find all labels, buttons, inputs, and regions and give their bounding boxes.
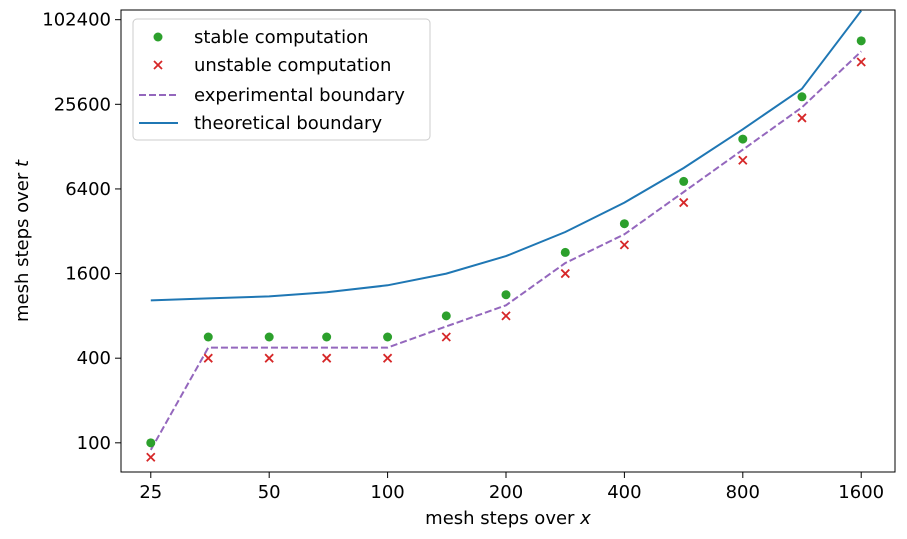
legend-label-stable: stable computation [194, 27, 369, 48]
stable-point [264, 332, 274, 342]
y-tick-label: 25600 [54, 94, 111, 115]
experimental-boundary-line [149, 50, 862, 451]
y-tick-label: 400 [77, 348, 111, 369]
unstable-point [619, 240, 630, 250]
legend-label-unstable: unstable computation [194, 55, 391, 76]
unstable-point [560, 268, 570, 279]
stable-point [501, 290, 511, 300]
stable-point [560, 247, 570, 257]
y-axis-label: mesh steps over t [12, 159, 33, 322]
y-tick-label: 1600 [65, 264, 111, 285]
stable-point [146, 438, 156, 448]
plot-frame [120, 9, 896, 473]
unstable-point [322, 353, 332, 363]
x-tick-label: 1600 [838, 482, 884, 503]
series-layer [146, 10, 866, 462]
x-tick-label: 400 [607, 482, 641, 503]
x-tick-label: 800 [726, 482, 760, 503]
stable-point [679, 176, 689, 186]
unstable-point [146, 452, 156, 462]
legend-frame [132, 18, 431, 141]
stable-point [797, 92, 807, 102]
legend-marker-stable [153, 32, 163, 42]
unstable-point [382, 353, 393, 363]
unstable-point [441, 332, 451, 342]
unstable-point [797, 113, 807, 123]
legend-marker-unstable [153, 60, 163, 70]
legend-label-experimental: experimental boundary [194, 85, 405, 106]
y-tick-label: 6400 [65, 179, 111, 200]
x-tick-label: 50 [258, 482, 281, 503]
y-axis: 100 400 1600 6400 25600 102400 [42, 10, 121, 454]
stable-point [738, 134, 748, 144]
legend: stable computation unstable computation … [132, 18, 431, 141]
legend-label-theoretical: theoretical boundary [194, 113, 382, 134]
unstable-point [501, 311, 511, 321]
unstable-point [264, 353, 274, 363]
theoretical-boundary-line [150, 10, 862, 302]
unstable-point [679, 197, 689, 208]
y-tick-label: 102400 [42, 10, 111, 31]
unstable-point [203, 353, 213, 363]
unstable-point [856, 57, 866, 67]
x-axis: 25 50 100 200 400 800 1600 [139, 472, 884, 503]
unstable-point [738, 155, 748, 165]
stable-point [383, 332, 393, 342]
x-tick-label: 200 [489, 482, 523, 503]
stable-point [856, 36, 866, 46]
y-tick-label: 100 [77, 433, 111, 454]
stable-point [619, 219, 629, 229]
x-tick-label: 100 [370, 482, 404, 503]
x-tick-label: 25 [139, 482, 162, 503]
x-axis-label: mesh steps over x [425, 508, 591, 529]
stable-point [322, 332, 332, 342]
stable-point [203, 332, 213, 342]
stable-point [441, 311, 451, 321]
